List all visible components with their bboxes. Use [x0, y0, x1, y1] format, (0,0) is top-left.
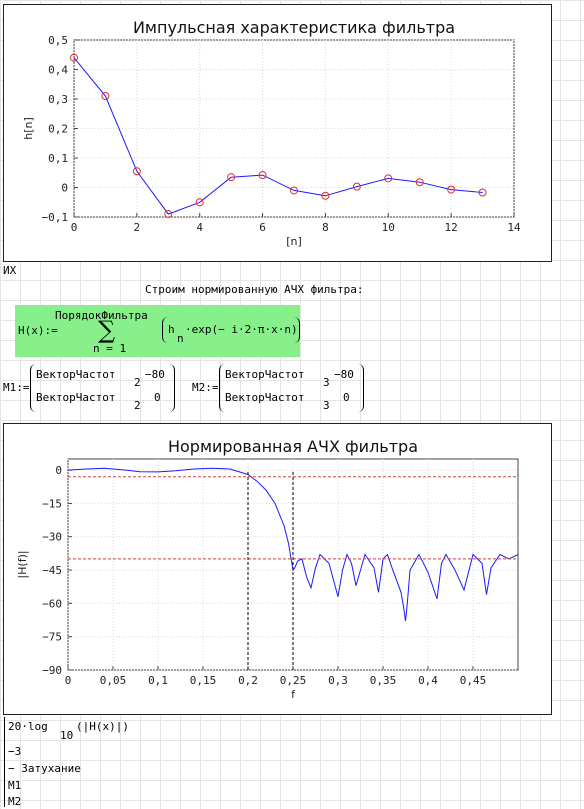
data-point — [447, 185, 456, 194]
sum-symbol: ∑ — [98, 316, 116, 344]
series-line — [73, 57, 483, 215]
frequency-response-plot: 0 0,05 0,1 0,15 0,2 0,25 0,3 0,35 0,4 0,45 0 −15 −30… — [16, 437, 519, 701]
data-point — [195, 198, 204, 207]
chart-title: Импульсная характеристика фильтра — [133, 18, 455, 37]
chart-title: Нормированная АЧХ фильтра — [168, 437, 418, 456]
m2-r1c1: ВекторЧастот — [225, 368, 305, 381]
data-point — [101, 92, 110, 101]
sum-body-rest: ·exp(− i·2·π·x·n) — [185, 323, 298, 336]
data-point — [258, 171, 267, 180]
sum-lower-limit: n = 1 — [93, 342, 127, 355]
yaxis-expr-line3: − Затухание — [8, 762, 81, 775]
m1-r2-sub: 2 — [134, 399, 141, 412]
h-def-lhs: H(x):= — [18, 324, 58, 337]
y-tick-label: 0 — [55, 464, 62, 477]
yaxis-expr-line1-sub: 10 — [60, 729, 74, 742]
sum-body-paren — [162, 317, 300, 343]
x-axis-label: f — [291, 688, 296, 701]
x-axis-label: [n] — [286, 235, 302, 248]
series-line — [67, 467, 519, 622]
x-tick-label: 0 — [65, 674, 72, 687]
x-tick-label: 0,35 — [370, 674, 397, 687]
data-point — [227, 173, 236, 182]
m2-lhs: M2:= — [192, 381, 219, 394]
data-point — [415, 178, 424, 187]
sum-upper-limit: ПорядокФильтра — [55, 309, 148, 322]
y-tick-label: −75 — [42, 631, 62, 644]
data-point — [478, 188, 487, 197]
m2-r2c1: ВекторЧастот — [225, 391, 305, 404]
x-tick-label: 0,45 — [460, 674, 487, 687]
yaxis-expr-brace — [4, 717, 5, 807]
m2-r2-sub: 3 — [323, 399, 330, 412]
y-tick-label: 0,3 — [48, 93, 68, 106]
y-tick-label: 0,2 — [48, 123, 68, 136]
y-tick-label: −90 — [42, 664, 62, 677]
ix-label: ИХ — [3, 264, 17, 277]
m2-r2c2: 0 — [343, 391, 350, 404]
m1-r1-sub: 2 — [134, 376, 141, 389]
data-point — [132, 167, 141, 176]
y-axis-label: h[n] — [22, 117, 35, 140]
x-tick-label: 0,2 — [238, 674, 258, 687]
h-definition-region[interactable] — [15, 305, 300, 357]
y-tick-label: 0,5 — [48, 34, 68, 47]
data-point — [164, 210, 173, 219]
sum-body-h: h — [168, 323, 175, 336]
data-point — [352, 182, 361, 191]
m1-r1c2: −80 — [145, 368, 165, 381]
x-tick-label: 0,25 — [280, 674, 307, 687]
x-tick-label: 0,1 — [148, 674, 168, 687]
x-tick-label: 0,15 — [190, 674, 217, 687]
y-axis-label: |H(f)| — [16, 550, 29, 578]
m2-matrix-bracket — [219, 364, 364, 412]
data-point — [70, 53, 78, 62]
x-tick-label: 0,3 — [328, 674, 348, 687]
yaxis-expr-line1-tail: (|H(x)|) — [76, 720, 129, 733]
y-tick-label: −15 — [42, 497, 62, 510]
yaxis-expr-line1: 20·log — [8, 720, 48, 733]
data-point — [321, 191, 330, 200]
y-tick-label: 0 — [61, 182, 68, 195]
m1-r1c1: ВекторЧастот — [36, 368, 116, 381]
yaxis-expr-line5: M2 — [8, 795, 22, 808]
y-tick-label: 0,4 — [48, 64, 68, 77]
m1-lhs: M1:= — [3, 381, 30, 394]
build-text: Строим нормированную АЧХ фильтра: — [145, 283, 364, 296]
sum-body-sub: n — [177, 332, 184, 345]
y-tick-label: −30 — [42, 531, 62, 544]
data-point — [290, 186, 298, 195]
y-tick-label: −60 — [42, 597, 62, 610]
impulse-response-plot: 0 2 4 6 8 10 12 140,50,40,30,20,10−0,1Импульсна… — [22, 18, 521, 248]
x-tick-label: 6 — [259, 221, 266, 234]
yaxis-expr-line4: M1 — [8, 779, 22, 792]
x-tick-label: 0,05 — [100, 674, 127, 687]
y-tick-label: 0,1 — [48, 152, 68, 165]
x-tick-label: 2 — [134, 221, 141, 234]
m2-r1c2: −80 — [334, 368, 354, 381]
m1-matrix-bracket — [30, 364, 175, 412]
x-tick-label: 10 — [382, 221, 395, 234]
x-tick-label: 14 — [507, 221, 521, 234]
m1-r2c1: ВекторЧастот — [36, 391, 116, 404]
m2-r1-sub: 3 — [323, 376, 330, 389]
frequency-response-chart: 0 0,05 0,1 0,15 0,2 0,25 0,3 0,35 0,4 0,45 0 −15 −30… — [3, 423, 552, 715]
x-tick-label: 0,4 — [418, 674, 438, 687]
m1-r2c2: 0 — [154, 391, 161, 404]
x-tick-label: 4 — [196, 221, 203, 234]
data-point — [384, 174, 393, 183]
impulse-response-chart: 0 2 4 6 8 10 12 14 0,5 0,4 0,3 0,2 0,1 0 −0,1 Импульсна… — [3, 4, 552, 262]
x-tick-label: 12 — [445, 221, 458, 234]
x-tick-label: 0 — [71, 221, 78, 234]
y-tick-label: −0,1 — [42, 211, 69, 224]
yaxis-expr-line2: −3 — [8, 745, 22, 758]
y-tick-label: −45 — [42, 564, 62, 577]
x-tick-label: 8 — [322, 221, 329, 234]
